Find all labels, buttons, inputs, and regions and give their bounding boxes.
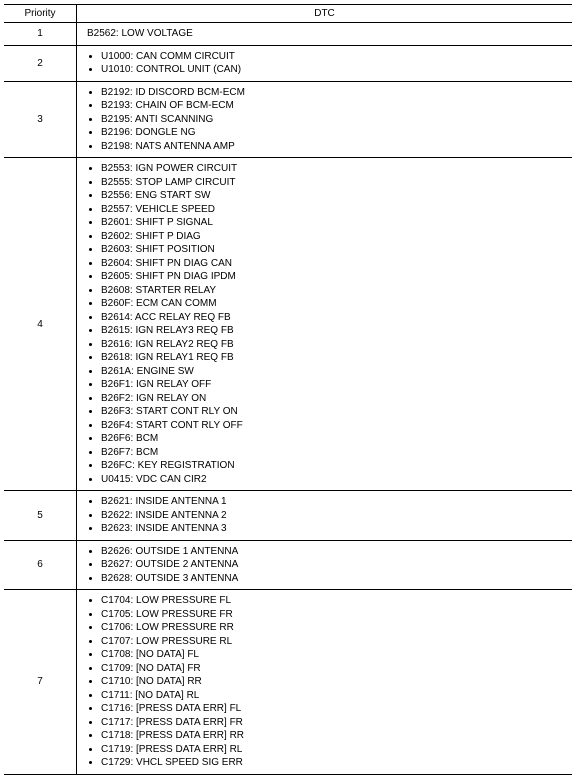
table-row: 3B2192: ID DISCORD BCM-ECMB2193: CHAIN O…: [4, 81, 572, 158]
dtc-list: B2553: IGN POWER CIRCUITB2555: STOP LAMP…: [87, 162, 566, 486]
dtc-item: B260F: ECM CAN COMM: [101, 297, 566, 311]
dtc-item: B2622: INSIDE ANTENNA 2: [101, 509, 566, 523]
dtc-list: B2626: OUTSIDE 1 ANTENNAB2627: OUTSIDE 2…: [87, 545, 566, 586]
dtc-item: B2623: INSIDE ANTENNA 3: [101, 522, 566, 536]
dtc-item: B2192: ID DISCORD BCM-ECM: [101, 86, 566, 100]
dtc-priority-table: Priority DTC 1 B2562: LOW VOLTAGE 2 U1000: …: [4, 4, 572, 775]
dtc-item: B2618: IGN RELAY1 REQ FB: [101, 351, 566, 365]
dtc-item: B2616: IGN RELAY2 REQ FB: [101, 338, 566, 352]
dtc-item: B2615: IGN RELAY3 REQ FB: [101, 324, 566, 338]
dtc-item: C1729: VHCL SPEED SIG ERR: [101, 756, 566, 770]
dtc-item: B2628: OUTSIDE 3 ANTENNA: [101, 572, 566, 586]
dtc-item: C1717: [PRESS DATA ERR] FR: [101, 716, 566, 730]
dtc-item: C1716: [PRESS DATA ERR] FL: [101, 702, 566, 716]
dtc-item: C1708: [NO DATA] FL: [101, 648, 566, 662]
dtc-item: B2608: STARTER RELAY: [101, 284, 566, 298]
table-row: 5B2621: INSIDE ANTENNA 1B2622: INSIDE AN…: [4, 491, 572, 541]
dtc-item: U1000: CAN COMM CIRCUIT: [101, 50, 566, 64]
priority-cell: 2: [4, 45, 77, 81]
dtc-item: B2195: ANTI SCANNING: [101, 113, 566, 127]
dtc-item: B26F6: BCM: [101, 432, 566, 446]
priority-cell: 3: [4, 81, 77, 158]
dtc-item: B2553: IGN POWER CIRCUIT: [101, 162, 566, 176]
dtc-list: B2192: ID DISCORD BCM-ECMB2193: CHAIN OF…: [87, 86, 566, 154]
dtc-cell: B2562: LOW VOLTAGE: [77, 23, 573, 46]
priority-cell: 5: [4, 491, 77, 541]
dtc-item: B2604: SHIFT PN DIAG CAN: [101, 257, 566, 271]
dtc-item: B2557: VEHICLE SPEED: [101, 203, 566, 217]
dtc-item: B26F1: IGN RELAY OFF: [101, 378, 566, 392]
dtc-item: B2626: OUTSIDE 1 ANTENNA: [101, 545, 566, 559]
dtc-item: B261A: ENGINE SW: [101, 365, 566, 379]
dtc-item: C1718: [PRESS DATA ERR] RR: [101, 729, 566, 743]
dtc-list: C1704: LOW PRESSURE FLC1705: LOW PRESSUR…: [87, 594, 566, 770]
dtc-item: B2603: SHIFT POSITION: [101, 243, 566, 257]
dtc-item: B2614: ACC RELAY REQ FB: [101, 311, 566, 325]
dtc-item: B2627: OUTSIDE 2 ANTENNA: [101, 558, 566, 572]
dtc-item: B2605: SHIFT PN DIAG IPDM: [101, 270, 566, 284]
dtc-item: U1010: CONTROL UNIT (CAN): [101, 63, 566, 77]
dtc-item: B26FC: KEY REGISTRATION: [101, 459, 566, 473]
dtc-list: U1000: CAN COMM CIRCUITU1010: CONTROL UN…: [87, 50, 566, 77]
priority-cell: 4: [4, 158, 77, 491]
dtc-item: B2621: INSIDE ANTENNA 1: [101, 495, 566, 509]
dtc-item: B26F2: IGN RELAY ON: [101, 392, 566, 406]
table-row: 2 U1000: CAN COMM CIRCUITU1010: CONTROL U…: [4, 45, 572, 81]
dtc-item: B2601: SHIFT P SIGNAL: [101, 216, 566, 230]
dtc-item: B2198: NATS ANTENNA AMP: [101, 140, 566, 154]
dtc-item: C1709: [NO DATA] FR: [101, 662, 566, 676]
dtc-item: B26F7: BCM: [101, 446, 566, 460]
dtc-item: U0415: VDC CAN CIR2: [101, 473, 566, 487]
priority-cell: 7: [4, 590, 77, 775]
table-body: 1 B2562: LOW VOLTAGE 2 U1000: CAN COMM CIRC…: [4, 23, 572, 775]
dtc-item: B2555: STOP LAMP CIRCUIT: [101, 176, 566, 190]
dtc-item: B2193: CHAIN OF BCM-ECM: [101, 99, 566, 113]
dtc-item: B2562: LOW VOLTAGE: [87, 27, 566, 41]
dtc-cell: U1000: CAN COMM CIRCUITU1010: CONTROL UN…: [77, 45, 573, 81]
table-row: 1 B2562: LOW VOLTAGE: [4, 23, 572, 46]
dtc-item: B2556: ENG START SW: [101, 189, 566, 203]
dtc-cell: B2192: ID DISCORD BCM-ECMB2193: CHAIN OF…: [77, 81, 573, 158]
dtc-item: C1711: [NO DATA] RL: [101, 689, 566, 703]
dtc-list: B2621: INSIDE ANTENNA 1B2622: INSIDE ANT…: [87, 495, 566, 536]
dtc-cell: C1704: LOW PRESSURE FLC1705: LOW PRESSUR…: [77, 590, 573, 775]
dtc-cell: B2626: OUTSIDE 1 ANTENNAB2627: OUTSIDE 2…: [77, 540, 573, 590]
dtc-item: C1707: LOW PRESSURE RL: [101, 635, 566, 649]
table-row: 6B2626: OUTSIDE 1 ANTENNAB2627: OUTSIDE …: [4, 540, 572, 590]
dtc-item: B26F3: START CONT RLY ON: [101, 405, 566, 419]
table-row: 4B2553: IGN POWER CIRCUITB2555: STOP LAM…: [4, 158, 572, 491]
dtc-item: C1710: [NO DATA] RR: [101, 675, 566, 689]
dtc-cell: B2553: IGN POWER CIRCUITB2555: STOP LAMP…: [77, 158, 573, 491]
dtc-item: C1705: LOW PRESSURE FR: [101, 608, 566, 622]
dtc-item: B2602: SHIFT P DIAG: [101, 230, 566, 244]
dtc-cell: B2621: INSIDE ANTENNA 1B2622: INSIDE ANT…: [77, 491, 573, 541]
dtc-item: C1704: LOW PRESSURE FL: [101, 594, 566, 608]
header-dtc: DTC: [77, 5, 573, 23]
priority-cell: 1: [4, 23, 77, 46]
priority-cell: 6: [4, 540, 77, 590]
header-priority: Priority: [4, 5, 77, 23]
table-row: 7C1704: LOW PRESSURE FLC1705: LOW PRESSU…: [4, 590, 572, 775]
dtc-item: B26F4: START CONT RLY OFF: [101, 419, 566, 433]
dtc-item: C1719: [PRESS DATA ERR] RL: [101, 743, 566, 757]
dtc-item: C1706: LOW PRESSURE RR: [101, 621, 566, 635]
header-row: Priority DTC: [4, 5, 572, 23]
dtc-item: B2196: DONGLE NG: [101, 126, 566, 140]
